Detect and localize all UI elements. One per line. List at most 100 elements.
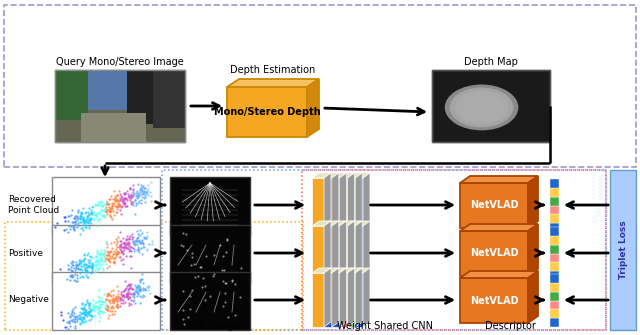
- Text: Query Mono/Stereo Image: Query Mono/Stereo Image: [56, 57, 184, 67]
- Polygon shape: [348, 268, 355, 327]
- FancyBboxPatch shape: [55, 70, 88, 120]
- Polygon shape: [335, 268, 355, 273]
- FancyBboxPatch shape: [550, 223, 559, 232]
- Text: NetVLAD: NetVLAD: [470, 295, 518, 306]
- Polygon shape: [351, 173, 370, 178]
- Polygon shape: [340, 268, 347, 327]
- FancyBboxPatch shape: [550, 300, 559, 309]
- FancyBboxPatch shape: [550, 197, 559, 205]
- Polygon shape: [528, 176, 538, 228]
- Polygon shape: [460, 176, 538, 183]
- FancyBboxPatch shape: [432, 70, 550, 142]
- Polygon shape: [320, 178, 332, 232]
- Polygon shape: [528, 224, 538, 276]
- Polygon shape: [340, 173, 347, 232]
- Polygon shape: [460, 271, 538, 278]
- Polygon shape: [324, 221, 331, 280]
- Polygon shape: [528, 271, 538, 323]
- FancyBboxPatch shape: [550, 283, 559, 292]
- Polygon shape: [335, 273, 348, 327]
- Polygon shape: [227, 79, 319, 87]
- Polygon shape: [355, 173, 362, 232]
- Polygon shape: [320, 173, 339, 178]
- Ellipse shape: [460, 93, 504, 121]
- FancyBboxPatch shape: [550, 254, 559, 262]
- Polygon shape: [335, 178, 348, 232]
- FancyBboxPatch shape: [52, 272, 160, 330]
- Text: Weight Shared CNN: Weight Shared CNN: [337, 321, 433, 331]
- Polygon shape: [328, 226, 340, 280]
- FancyBboxPatch shape: [550, 205, 559, 214]
- FancyBboxPatch shape: [81, 113, 146, 142]
- Polygon shape: [343, 221, 362, 226]
- FancyBboxPatch shape: [550, 214, 559, 223]
- FancyBboxPatch shape: [227, 87, 307, 137]
- FancyBboxPatch shape: [550, 292, 559, 300]
- Polygon shape: [328, 221, 347, 226]
- Polygon shape: [332, 268, 339, 327]
- FancyBboxPatch shape: [550, 318, 559, 327]
- Text: Positive: Positive: [8, 249, 43, 258]
- Polygon shape: [328, 273, 340, 327]
- Polygon shape: [335, 226, 348, 280]
- Polygon shape: [312, 226, 324, 280]
- Polygon shape: [320, 221, 339, 226]
- Polygon shape: [335, 173, 355, 178]
- Polygon shape: [324, 268, 331, 327]
- Polygon shape: [348, 173, 355, 232]
- Text: Descriptor: Descriptor: [484, 321, 536, 331]
- Ellipse shape: [470, 99, 493, 115]
- Polygon shape: [343, 173, 362, 178]
- Polygon shape: [328, 173, 347, 178]
- FancyBboxPatch shape: [550, 227, 559, 236]
- FancyBboxPatch shape: [460, 183, 528, 228]
- FancyBboxPatch shape: [460, 278, 528, 323]
- FancyBboxPatch shape: [170, 177, 250, 235]
- Polygon shape: [351, 273, 363, 327]
- Polygon shape: [312, 268, 331, 273]
- Polygon shape: [320, 268, 339, 273]
- FancyBboxPatch shape: [170, 272, 250, 330]
- FancyBboxPatch shape: [550, 309, 559, 318]
- Polygon shape: [335, 221, 355, 226]
- FancyBboxPatch shape: [52, 177, 160, 235]
- Text: NetVLAD: NetVLAD: [470, 201, 518, 210]
- Polygon shape: [343, 226, 355, 280]
- Polygon shape: [348, 221, 355, 280]
- FancyBboxPatch shape: [152, 70, 185, 128]
- FancyBboxPatch shape: [127, 70, 152, 124]
- FancyBboxPatch shape: [550, 245, 559, 254]
- Polygon shape: [312, 273, 324, 327]
- Polygon shape: [332, 173, 339, 232]
- Polygon shape: [351, 226, 363, 280]
- Text: Triplet Loss: Triplet Loss: [618, 221, 627, 279]
- Ellipse shape: [455, 90, 508, 124]
- Polygon shape: [312, 178, 324, 232]
- FancyBboxPatch shape: [550, 271, 559, 280]
- Polygon shape: [343, 178, 355, 232]
- Polygon shape: [328, 268, 347, 273]
- Ellipse shape: [465, 96, 499, 118]
- Text: Recovered
Point Cloud: Recovered Point Cloud: [8, 195, 60, 215]
- Polygon shape: [332, 221, 339, 280]
- FancyBboxPatch shape: [170, 225, 250, 283]
- Polygon shape: [312, 221, 331, 226]
- Polygon shape: [328, 178, 340, 232]
- Ellipse shape: [450, 87, 513, 127]
- FancyBboxPatch shape: [52, 225, 160, 283]
- FancyBboxPatch shape: [55, 70, 185, 142]
- FancyBboxPatch shape: [550, 274, 559, 283]
- Polygon shape: [340, 221, 347, 280]
- FancyBboxPatch shape: [610, 170, 636, 330]
- FancyBboxPatch shape: [550, 179, 559, 188]
- Text: Negative: Negative: [8, 295, 49, 305]
- Polygon shape: [307, 79, 319, 137]
- FancyBboxPatch shape: [550, 262, 559, 271]
- FancyBboxPatch shape: [460, 231, 528, 276]
- Text: BEV Image: BEV Image: [186, 321, 239, 331]
- Polygon shape: [320, 226, 332, 280]
- Polygon shape: [363, 173, 370, 232]
- Polygon shape: [355, 221, 362, 280]
- Polygon shape: [363, 221, 370, 280]
- Polygon shape: [324, 173, 331, 232]
